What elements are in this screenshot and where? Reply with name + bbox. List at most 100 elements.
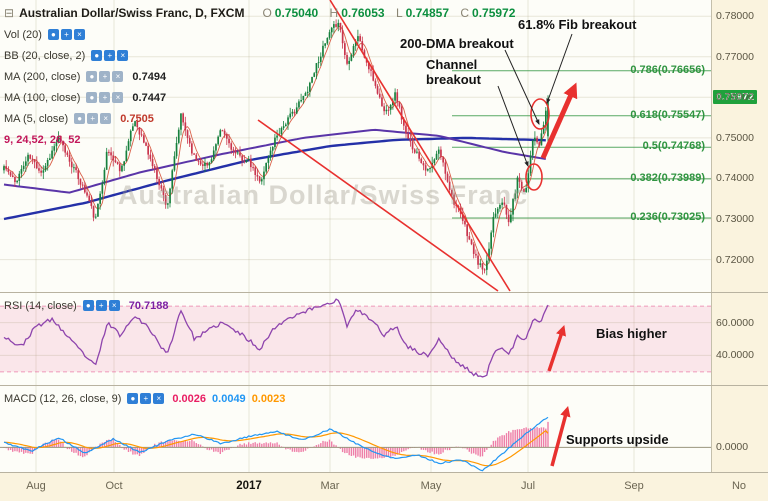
axis-tick-label: 60.0000 [716, 316, 754, 329]
annotation-fib-breakout[interactable]: 61.8% Fib breakout [518, 17, 637, 32]
rsi-legend: RSI (14, close) ● + × 70.7188 [4, 295, 169, 316]
indicator-value: 0.7494 [132, 70, 167, 83]
indicator-row-ma5: MA (5, close) ● + × 0.7505 [4, 108, 515, 129]
ohlc-readout: O 0.75040 H 0.76053 L 0.74857 C 0.75972 [254, 6, 515, 20]
indicator-row-volume: Vol (20) ● + × [4, 24, 515, 45]
rsi-plot-area: RSI (14, close) ● + × 70.7188 Bias higher [0, 293, 712, 385]
fib-retracement-labels: 0.786(0.76656) 0.618(0.75547) 0.5(0.74768)… [630, 63, 705, 223]
indicator-buttons: ● + × [86, 71, 125, 82]
indicator-row-ma100: MA (100, close) ● + × 0.7447 [4, 87, 515, 108]
indicator-label: BB (20, close, 2) [4, 49, 86, 62]
high-value: 0.76053 [341, 6, 385, 20]
indicator-settings-icon[interactable]: + [60, 29, 72, 40]
open-value: 0.75040 [274, 6, 319, 20]
price-plot-area: Australian Dollar/Swiss Franc 0.786(0.76… [0, 0, 712, 292]
macd-histogram-value: 0.0026 [172, 392, 207, 405]
toggle-visibility-icon[interactable]: ● [86, 92, 98, 103]
remove-indicator-icon[interactable]: × [112, 92, 124, 103]
indicator-row-params: 9, 24,52, 26, 52 [4, 129, 515, 150]
remove-indicator-icon[interactable]: × [100, 113, 112, 124]
indicator-settings-icon[interactable]: + [140, 393, 152, 404]
time-axis-label: Sep [624, 480, 644, 492]
time-axis-label: May [420, 480, 442, 492]
indicator-buttons: ● + × [86, 92, 125, 103]
indicator-settings-icon[interactable]: + [95, 300, 107, 311]
indicator-buttons: ● + × [74, 113, 113, 124]
macd-signal-value: 0.0023 [251, 392, 286, 405]
symbol-title-row: ⊟ Australian Dollar/Swiss Franc, D, FXCM… [4, 2, 515, 24]
indicator-row-rsi: RSI (14, close) ● + × 70.7188 [4, 295, 169, 316]
rsi-value: 70.7188 [128, 299, 169, 312]
fib-level-label[interactable]: 0.786(0.76656) [630, 63, 705, 76]
time-axis[interactable]: Aug Oct 2017 Mar May Jul Sep No [0, 473, 768, 501]
remove-indicator-icon[interactable]: × [73, 29, 85, 40]
annotation-bias-higher[interactable]: Bias higher [596, 326, 667, 341]
symbol-title: Australian Dollar/Swiss Franc, D, FXCM [19, 6, 245, 20]
close-label: C [460, 6, 470, 20]
price-axis[interactable]: 0.75972 0.78000 0.77000 0.76000 0.75000 0.74… [712, 0, 768, 292]
axis-tick-label: 0.0000 [716, 441, 749, 454]
time-axis-label: Jul [520, 480, 536, 492]
indicator-legend: ⊟ Australian Dollar/Swiss Franc, D, FXCM… [4, 2, 515, 150]
toggle-visibility-icon[interactable]: ● [82, 300, 94, 311]
time-axis-label: Aug [26, 480, 46, 492]
macd-chart-canvas[interactable] [0, 386, 711, 472]
axis-tick-label: 0.76000 [716, 91, 754, 104]
indicator-buttons: ● + × [91, 50, 130, 61]
indicator-label: MACD (12, 26, close, 9) [4, 392, 122, 405]
indicator-value: 0.7447 [132, 91, 167, 104]
annotation-supports-upside[interactable]: Supports upside [566, 432, 669, 447]
last-price-badge: 0.75972 [713, 90, 757, 105]
remove-indicator-icon[interactable]: × [108, 300, 120, 311]
indicator-settings-icon[interactable]: + [104, 50, 116, 61]
indicator-value: 0.7505 [120, 112, 154, 125]
toggle-visibility-icon[interactable]: ● [91, 50, 103, 61]
low-label: L [395, 6, 403, 20]
indicator-settings-icon[interactable]: + [99, 92, 111, 103]
toggle-visibility-icon[interactable]: ● [127, 393, 139, 404]
axis-tick-label: 0.73000 [716, 213, 754, 225]
axis-tick-label: 40.0000 [716, 349, 754, 362]
macd-legend: MACD (12, 26, close, 9) ● + × 0.0026 0.004… [4, 388, 285, 409]
indicator-label: MA (5, close) [4, 112, 69, 125]
annotation-channel-breakout[interactable]: Channel breakout [426, 57, 481, 87]
toggle-visibility-icon[interactable]: ● [86, 71, 98, 82]
indicator-label: MA (200, close) [4, 70, 81, 83]
indicator-settings-icon[interactable]: + [99, 71, 111, 82]
watermark: Australian Dollar/Swiss Franc [118, 180, 529, 210]
indicator-buttons: ● + × [127, 393, 166, 404]
fib-level-label[interactable]: 0.236(0.73025) [630, 210, 705, 223]
time-axis-label: 2017 [236, 480, 262, 492]
toggle-visibility-icon[interactable]: ● [47, 29, 59, 40]
remove-indicator-icon[interactable]: × [153, 393, 165, 404]
rsi-axis[interactable]: 60.0000 40.0000 [712, 293, 768, 385]
indicator-row-bollinger: BB (20, close, 2) ● + × [4, 45, 515, 66]
rsi-chart-canvas[interactable] [0, 293, 711, 385]
indicator-label: MA (100, close) [4, 91, 81, 104]
indicator-label: RSI (14, close) [4, 299, 77, 312]
annotation-dma-breakout[interactable]: 200-DMA breakout [400, 36, 514, 51]
fib-level-label[interactable]: 0.618(0.75547) [630, 108, 705, 121]
pane-collapse-icon[interactable]: ⊟ [4, 6, 15, 20]
axis-tick-label: 0.74000 [716, 172, 754, 185]
remove-indicator-icon[interactable]: × [112, 71, 124, 82]
axis-tick-label: 0.72000 [716, 253, 754, 266]
indicator-row-ma200: MA (200, close) ● + × 0.7494 [4, 66, 515, 87]
axis-tick-label: 0.78000 [716, 10, 754, 23]
macd-line-value: 0.0049 [212, 392, 246, 405]
remove-indicator-icon[interactable]: × [117, 50, 129, 61]
toggle-visibility-icon[interactable]: ● [74, 113, 86, 124]
indicator-settings-icon[interactable]: + [87, 113, 99, 124]
fib-level-label[interactable]: 0.382(0.73989) [630, 171, 705, 184]
price-pane: Australian Dollar/Swiss Franc 0.786(0.76… [0, 0, 768, 293]
time-axis-label: Oct [105, 480, 123, 492]
fib-level-label[interactable]: 0.5(0.74768) [642, 140, 705, 153]
time-axis-label: Mar [320, 480, 340, 492]
high-label: H [329, 6, 339, 20]
indicator-label: Vol (20) [4, 28, 42, 41]
macd-pane: MACD (12, 26, close, 9) ● + × 0.0026 0.004… [0, 386, 768, 473]
macd-axis[interactable]: 0.0000 [712, 386, 768, 472]
indicator-buttons: ● + × [47, 29, 87, 40]
open-label: O [262, 6, 272, 20]
